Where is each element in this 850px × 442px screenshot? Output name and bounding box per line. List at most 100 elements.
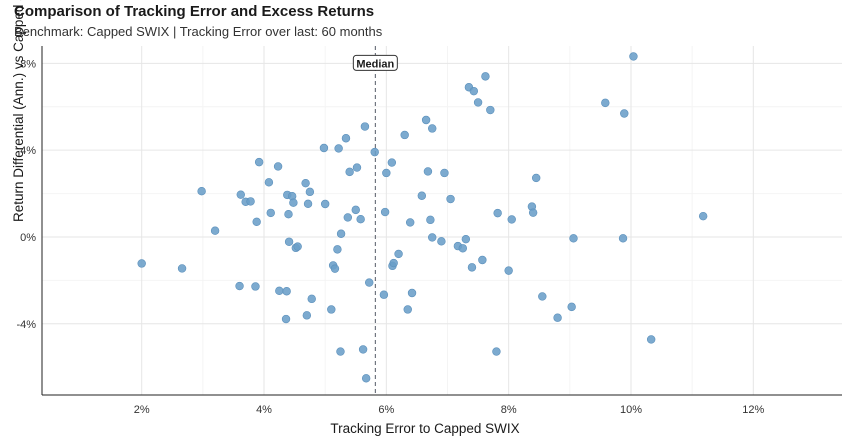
data-point (492, 347, 501, 356)
data-point (428, 124, 437, 133)
data-point (266, 208, 275, 218)
median-label: Median (356, 58, 394, 70)
data-point (281, 314, 291, 324)
data-point (440, 168, 449, 178)
axes (41, 46, 842, 396)
data-point (380, 207, 390, 217)
y-tick-label: 8% (20, 58, 36, 70)
data-point (345, 167, 354, 177)
data-point (358, 345, 368, 354)
data-point (567, 302, 576, 312)
data-point (336, 229, 346, 238)
data-point (137, 259, 146, 268)
data-point (417, 191, 427, 200)
data-point (251, 282, 260, 291)
data-point (473, 98, 483, 107)
data-point (361, 374, 371, 383)
data-point (254, 157, 264, 167)
data-point (273, 162, 283, 171)
data-point (319, 143, 329, 153)
data-point (330, 264, 340, 273)
data-point (469, 86, 479, 96)
data-point (437, 237, 446, 246)
median-label-box (352, 54, 398, 71)
data-point (531, 173, 541, 183)
y-tick-label: 0% (20, 232, 36, 244)
data-point (423, 167, 433, 176)
data-point (360, 122, 370, 131)
x-tick-label: 10% (620, 404, 642, 416)
x-tick-label: 4% (256, 404, 272, 416)
data-point (382, 168, 391, 178)
data-point (264, 178, 274, 187)
data-point (282, 287, 291, 296)
data-point (351, 205, 360, 215)
x-tick-labels: 2% 4% 6% 8% 10% 12% (134, 404, 765, 416)
chart-title: Comparison of Tracking Error and Excess … (14, 3, 375, 20)
y-tick-label: 4% (20, 145, 36, 157)
data-point (327, 305, 336, 314)
x-tick-label: 8% (501, 404, 517, 416)
data-point (467, 263, 477, 272)
data-point (478, 255, 487, 265)
data-point (481, 72, 490, 81)
data-point (197, 186, 206, 196)
y-axis-label: Return Differential (Ann.) vs Capped SWI… (11, 0, 26, 222)
data-point (601, 98, 610, 108)
data-point (400, 130, 409, 140)
y-tick-label: -4% (16, 319, 36, 331)
y-tick-labels: -4% 0% 4% 8% (16, 58, 36, 330)
data-point (284, 210, 293, 219)
data-point (428, 233, 437, 242)
data-point (177, 264, 187, 273)
data-point (307, 294, 316, 304)
data-point (352, 163, 362, 172)
data-point (403, 305, 412, 314)
data-point (553, 313, 562, 322)
data-point (236, 190, 245, 199)
data-point (618, 234, 628, 243)
data-point (302, 311, 312, 320)
data-point (493, 208, 502, 218)
x-tick-label: 2% (134, 404, 150, 416)
data-point (365, 278, 374, 287)
data-point (210, 226, 220, 235)
data-point (293, 242, 302, 251)
data-point (303, 199, 313, 208)
data-points (137, 52, 708, 383)
data-point (289, 198, 298, 207)
chart-subtitle: Benchmark: Capped SWIX | Tracking Error … (14, 24, 383, 39)
data-point (458, 244, 467, 253)
data-point (235, 281, 244, 291)
data-point (569, 234, 578, 243)
data-point (538, 292, 547, 301)
data-point (504, 266, 513, 275)
data-point (629, 52, 638, 61)
data-point (301, 178, 310, 188)
data-point (336, 347, 345, 356)
data-point (461, 234, 471, 244)
data-point (698, 211, 708, 221)
data-point (387, 158, 397, 167)
data-point (320, 199, 330, 209)
data-point (421, 115, 431, 125)
data-point (252, 217, 261, 227)
data-point (284, 237, 294, 246)
gridlines (42, 46, 842, 395)
data-point (528, 208, 538, 217)
data-point (407, 288, 417, 298)
data-point (507, 215, 516, 224)
data-point (343, 213, 353, 222)
x-axis-label: Tracking Error to Capped SWIX (330, 421, 520, 436)
data-point (305, 187, 315, 197)
data-point (646, 335, 656, 344)
data-point (356, 214, 365, 224)
data-point (486, 105, 495, 115)
data-point (426, 215, 435, 225)
data-point (341, 134, 351, 143)
data-point (275, 286, 284, 296)
data-point (405, 218, 415, 227)
x-tick-label: 6% (378, 404, 394, 416)
